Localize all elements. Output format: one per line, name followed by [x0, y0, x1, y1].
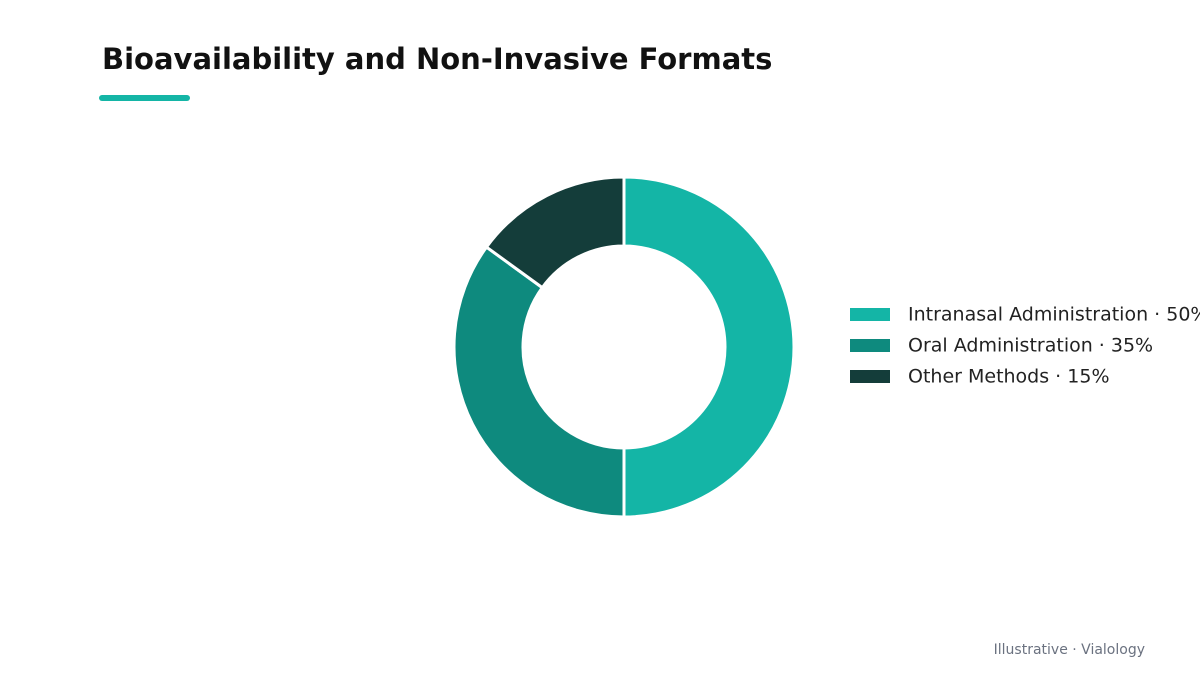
donut-slice [622, 175, 796, 519]
legend-label: Oral Administration · 35% [908, 335, 1153, 357]
chart-title: Bioavailability and Non-Invasive Formats [102, 42, 772, 76]
footer: Illustrative · Vialology [994, 642, 1145, 658]
title-underline [99, 95, 190, 101]
donut-slice [484, 175, 626, 290]
legend-swatch [850, 339, 890, 352]
donut-slice [452, 244, 626, 519]
legend-label: Intranasal Administration · 50% [908, 304, 1200, 326]
legend-swatch [850, 370, 890, 383]
legend-swatch [850, 308, 890, 321]
legend-label: Other Methods · 15% [908, 366, 1110, 388]
